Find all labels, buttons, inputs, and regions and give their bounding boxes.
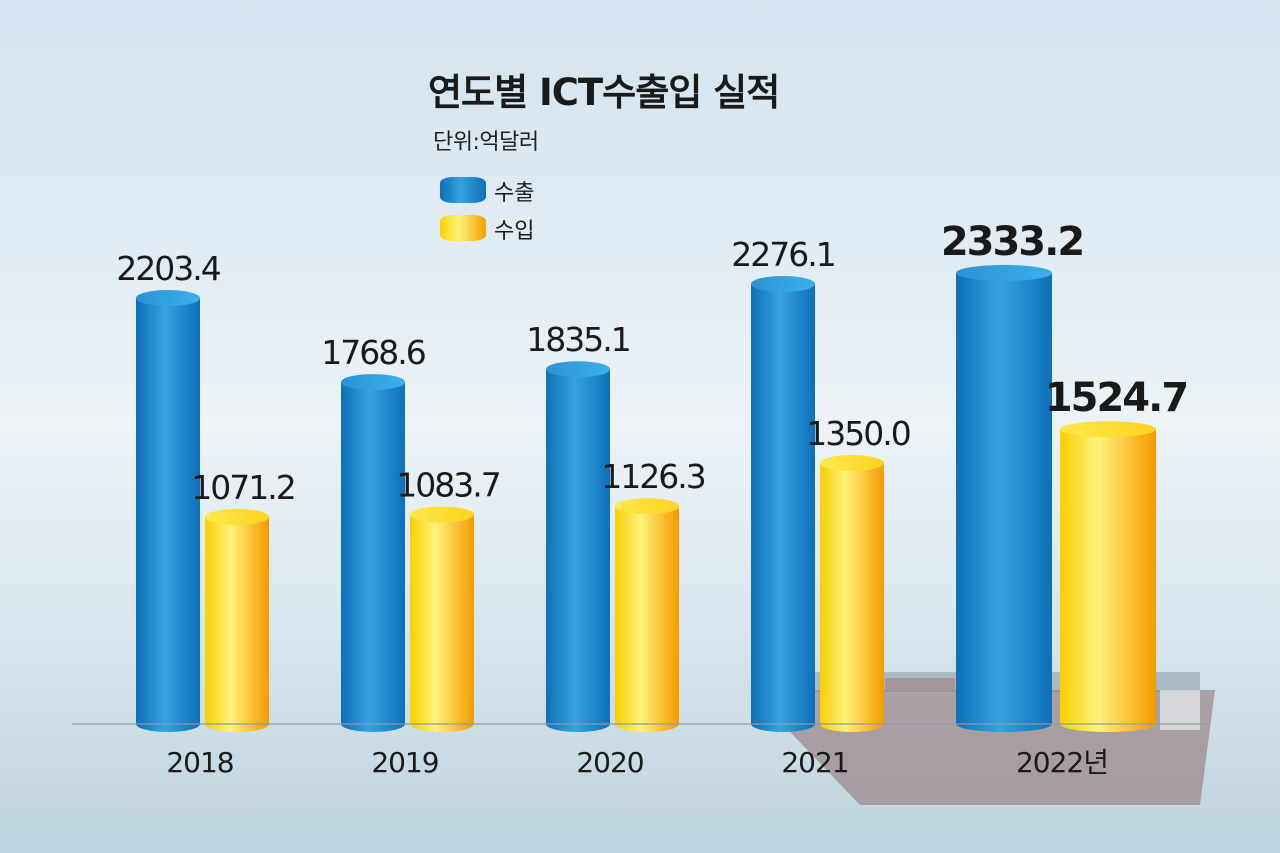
x-tick-label: 2021 — [781, 746, 848, 779]
unit-label: 단위:억달러 — [433, 130, 539, 155]
bar-import — [1060, 421, 1156, 732]
bar-export — [136, 290, 200, 732]
bar-export — [546, 361, 610, 732]
value-label-import: 1524.7 — [1045, 375, 1187, 421]
x-tick-label: 2020 — [576, 746, 643, 779]
x-tick-label: 2019 — [371, 746, 438, 779]
legend-label-export: 수출 — [494, 181, 535, 206]
x-tick-label: 2018 — [166, 746, 233, 779]
bar-import — [205, 508, 269, 732]
value-label-export: 2203.4 — [116, 249, 220, 288]
legend-swatch-export — [440, 177, 486, 203]
value-label-export: 2333.2 — [941, 219, 1083, 265]
value-label-import: 1071.2 — [191, 468, 294, 507]
legend-swatch-import — [440, 215, 486, 241]
value-label-export: 2276.1 — [731, 235, 834, 274]
bar-import — [820, 455, 884, 732]
bar-import — [615, 498, 679, 732]
value-label-import: 1350.0 — [806, 414, 909, 453]
legend-label-import: 수입 — [494, 219, 535, 244]
bar-export — [341, 374, 405, 732]
x-tick-label: 2022년 — [1016, 746, 1108, 779]
bar-import — [410, 506, 474, 732]
bar-export — [751, 275, 815, 732]
value-label-export: 1835.1 — [526, 320, 629, 359]
value-label-import: 1126.3 — [601, 457, 704, 496]
chart-title: 연도별 ICT수출입 실적 — [428, 71, 780, 114]
bar-export — [956, 264, 1052, 732]
value-label-import: 1083.7 — [396, 465, 499, 504]
value-label-export: 1768.6 — [321, 333, 424, 372]
